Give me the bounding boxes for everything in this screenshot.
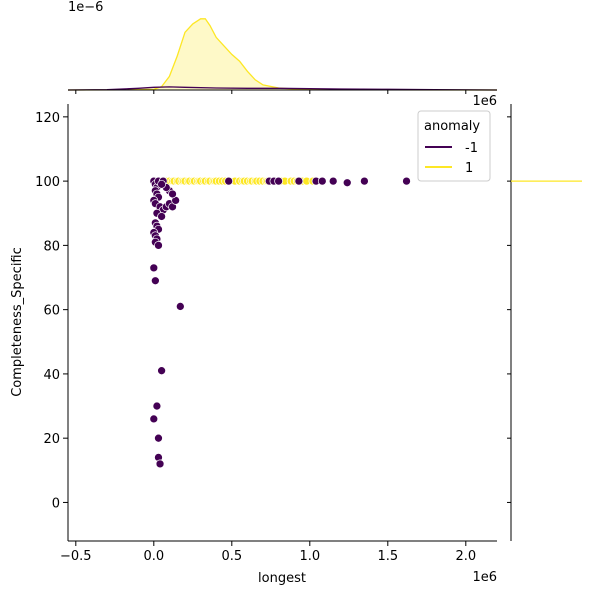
scatter-point-neg1 [342, 178, 352, 188]
scatter-point-neg1 [317, 176, 327, 186]
y-tick-label: 60 [43, 304, 60, 319]
scatter-point-neg1 [328, 176, 338, 186]
legend-label-pos1: 1 [465, 161, 473, 176]
y-tick-label: 100 [35, 175, 60, 190]
x-axis-ticks: −0.5 0.0 0.5 1.0 1.5 2.0 [60, 541, 476, 564]
marginal-x-fill-pos1 [68, 18, 497, 90]
x-axis-offset-label-top: 1e6 [472, 94, 497, 109]
marginal-y-ticks [507, 116, 511, 503]
x-tick-label: 1.5 [377, 549, 398, 564]
marginal-x-panel: 1e−6 [67, 0, 498, 94]
scatter-point-neg1 [157, 212, 166, 221]
x-axis-offset-label: 1e6 [472, 570, 497, 585]
x-tick-label: −0.5 [60, 549, 92, 564]
scatter-point-neg1 [157, 366, 166, 376]
scatter-point-neg1 [154, 433, 163, 443]
scatter-point-neg1 [149, 263, 159, 273]
x-tick-label: 1.0 [299, 549, 320, 564]
legend: anomaly -1 1 [417, 110, 491, 182]
legend-title: anomaly [424, 119, 480, 134]
scatter-point-neg1 [151, 276, 160, 286]
y-axis-ticks: 0 20 40 60 80 100 120 [35, 111, 68, 511]
scatter-point-neg1 [155, 459, 165, 469]
x-tick-label: 0.0 [143, 549, 164, 564]
scatter-point-neg1 [402, 176, 411, 186]
scatter-point-neg1 [154, 241, 163, 250]
scatter-point-neg1 [274, 176, 283, 186]
marginal-x-curves [67, 18, 498, 91]
y-tick-label: 40 [43, 368, 60, 383]
y-axis-label: Completeness_Specific [10, 247, 25, 397]
x-tick-label: 2.0 [455, 549, 476, 564]
scatter-point-neg1 [157, 179, 166, 189]
scatter-point-neg1 [168, 189, 177, 199]
y-tick-label: 120 [35, 111, 60, 126]
scatter-point-neg1 [149, 414, 159, 424]
legend-label-neg1: -1 [465, 141, 478, 156]
marginal-y-panel [507, 104, 582, 541]
y-tick-label: 0 [52, 496, 60, 511]
x-tick-label: 0.5 [221, 549, 242, 564]
y-tick-label: 20 [43, 432, 60, 447]
marginal-x-kde-pos1 [67, 18, 498, 91]
scatter-point-neg1 [294, 176, 304, 186]
x-axis-label: longest [258, 571, 306, 586]
marginal-x-kde-neg1 [67, 86, 498, 91]
legend-frame [417, 110, 491, 182]
scatter-points [149, 176, 411, 469]
marginal-x-ticks [75, 90, 467, 94]
scatter-point-neg1 [224, 176, 234, 186]
scatter-point-neg1 [360, 176, 369, 186]
marginal-x-offset-label: 1e−6 [68, 0, 103, 15]
scatter-point-neg1 [175, 302, 185, 311]
scatter-point-neg1 [152, 401, 162, 411]
y-tick-label: 80 [43, 239, 60, 254]
main-plot-panel: −0.5 0.0 0.5 1.0 1.5 2.0 0 20 40 60 80 100 120 long… [10, 94, 497, 586]
